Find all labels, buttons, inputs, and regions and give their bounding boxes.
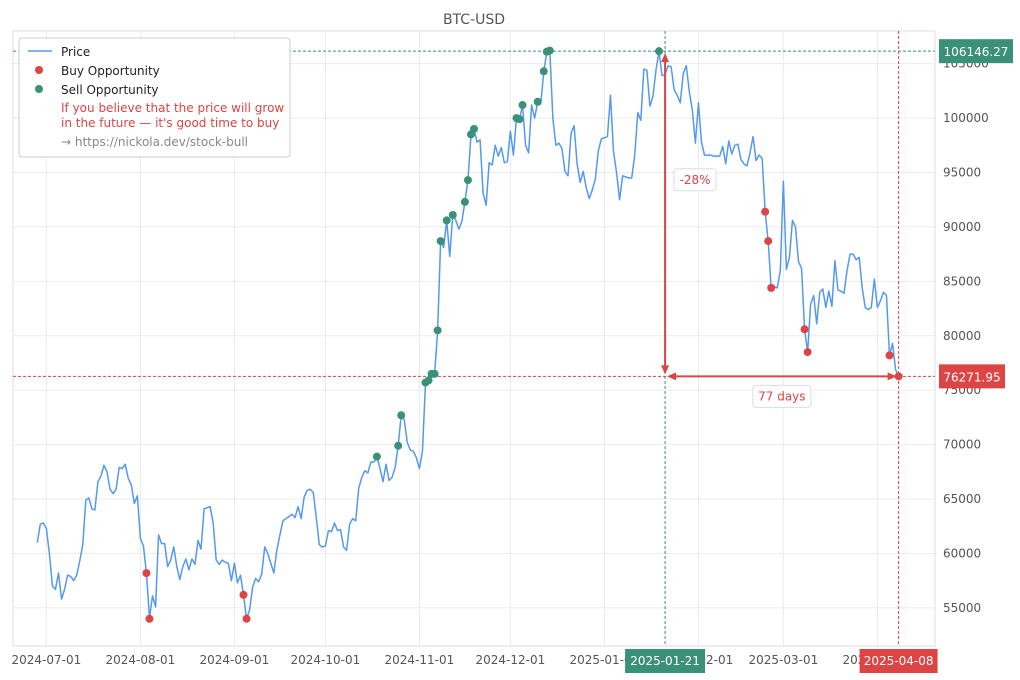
sell-opportunity-point <box>430 369 439 378</box>
x-tick-label: 2025-03-01 <box>748 653 818 667</box>
legend-buy-swatch <box>35 66 43 74</box>
x-tick-label: 2024-11-01 <box>385 653 455 667</box>
buy-opportunity-point <box>767 283 776 292</box>
x-axis-ticks: 2024-07-01 2024-08-01 2024-09-01 2024-10-01… <box>11 653 912 667</box>
high-price-badge <box>939 39 1013 64</box>
legend-link[interactable]: → https://nickola.dev/stock-bull <box>61 135 248 149</box>
legend-sell-swatch <box>35 85 43 93</box>
annotation-arrows <box>661 53 897 381</box>
legend-note-line-2: in the future — it's good time to buy <box>61 116 279 130</box>
sell-opportunity-point <box>442 216 451 225</box>
sell-opportunity-point <box>655 47 664 56</box>
sell-opportunity-point <box>545 46 554 55</box>
sell-opportunity-point <box>372 452 381 461</box>
chart-title: BTC-USD <box>443 12 505 28</box>
high-date-badge-label: 2025-01-21 <box>630 654 700 668</box>
sell-opportunity-point <box>518 101 527 110</box>
y-tick-label: 95000 <box>943 166 981 180</box>
series-layer <box>36 46 903 623</box>
sell-opportunity-point <box>433 326 442 335</box>
y-tick-label: 55000 <box>943 601 981 615</box>
buy-opportunity-point <box>239 590 248 599</box>
sell-opportunity-point <box>436 237 445 246</box>
y-tick-label: 70000 <box>943 438 981 452</box>
sell-opportunity-point <box>448 210 457 219</box>
sell-opportunity-point <box>460 197 469 206</box>
buy-opportunity-point <box>803 348 812 357</box>
last-price-badge-label: 76271.95 <box>943 370 1000 384</box>
drop-pct-box <box>673 168 717 192</box>
buy-opportunity-point <box>894 372 903 381</box>
x-tick-label: 2025-01-01 <box>570 653 640 667</box>
last-date-badge-label: 2025-04-08 <box>864 654 934 668</box>
buy-opportunity-point <box>761 207 770 216</box>
y-tick-label: 60000 <box>943 546 981 560</box>
buy-opportunity-point <box>242 614 251 623</box>
sell-opportunity-point <box>397 411 406 420</box>
x-tick-label: 2024-09-01 <box>200 653 270 667</box>
y-tick-label: 100000 <box>943 111 989 125</box>
y-tick-label: 65000 <box>943 492 981 506</box>
x-tick-label: 2024-12-01 <box>476 653 546 667</box>
legend-note-line-1: If you believe that the price will grow <box>61 101 284 115</box>
legend-box <box>18 37 291 158</box>
legend-buy-label: Buy Opportunity <box>61 64 160 78</box>
annotation-labels: -28% 77 days 106146.27 76271.95 2025-01-21 20… <box>625 39 1013 673</box>
y-tick-label: 85000 <box>943 274 981 288</box>
y-tick-label: 90000 <box>943 220 981 234</box>
sell-opportunity-point <box>463 176 472 185</box>
buy-opportunity-point <box>764 237 773 246</box>
sell-opportunity-point <box>470 124 478 133</box>
sell-opportunity-point <box>394 441 403 450</box>
buy-opportunity-point <box>800 325 809 334</box>
buy-opportunity-point <box>885 351 894 360</box>
last-price-badge <box>939 364 1005 389</box>
days-box <box>752 384 812 408</box>
days-arrow-head-left <box>667 372 677 381</box>
days-arrow-head-right <box>887 372 897 381</box>
drop-arrow-head-bottom <box>661 365 670 375</box>
y-tick-label: 80000 <box>943 329 981 343</box>
buy-opportunity-point <box>142 569 151 578</box>
sell-opportunity-point <box>539 67 548 76</box>
x-tick-label: 2024-10-01 <box>291 653 361 667</box>
legend-sell-label: Sell Opportunity <box>61 83 159 97</box>
days-label: 77 days <box>758 389 805 403</box>
buy-opportunity-point <box>145 614 154 623</box>
sell-opportunity-point <box>424 376 433 385</box>
drop-pct-label: -28% <box>680 173 711 187</box>
x-tick-label: 2024-07-01 <box>11 653 81 667</box>
high-price-badge-label: 106146.27 <box>944 45 1009 59</box>
legend-price-label: Price <box>61 45 90 59</box>
legend: Price Buy Opportunity Sell Opportunity I… <box>18 37 291 158</box>
drop-arrow-head-top <box>661 53 670 63</box>
x-tick-label: 2024-08-01 <box>106 653 176 667</box>
sell-opportunity-point <box>515 115 524 124</box>
high-date-badge <box>625 649 706 673</box>
sell-opportunity-point <box>533 97 542 106</box>
last-date-badge <box>859 649 938 673</box>
y-axis-ticks: 5500060000650007000075000800008500090000… <box>943 57 989 615</box>
